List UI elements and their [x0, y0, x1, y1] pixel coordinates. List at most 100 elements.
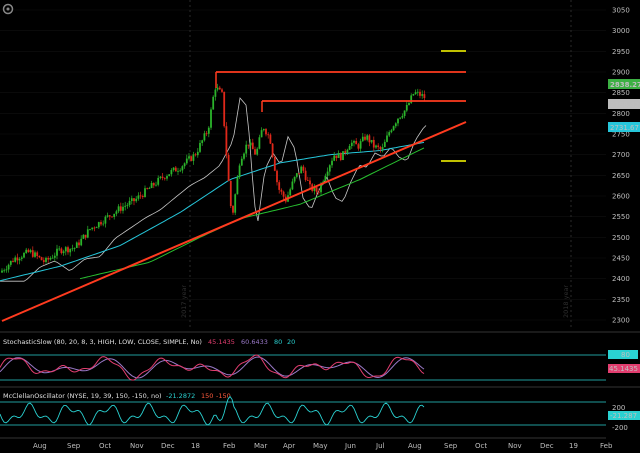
candle-body	[324, 175, 327, 182]
candle-body	[364, 136, 366, 140]
candle-body	[216, 87, 219, 90]
candle-body	[298, 173, 300, 175]
drawing-tools[interactable]	[1, 50, 467, 322]
settings-gear-icon[interactable]	[2, 3, 14, 15]
candle-body	[111, 216, 113, 218]
x-axis-tick: Oct	[475, 442, 487, 450]
candle-body	[117, 206, 120, 212]
candle-body	[229, 180, 232, 206]
mcclellan-value: -21.2872	[166, 392, 195, 400]
rising-trendline[interactable]	[1, 121, 467, 322]
x-axis-tick: Dec	[161, 442, 175, 450]
stochastic-title: StochasticSlow (80, 20, 8, 3, HIGH, LOW,…	[3, 338, 202, 346]
candle-body	[357, 144, 360, 149]
candle-body	[25, 249, 28, 254]
y-axis-tick: 2750	[612, 131, 630, 139]
candle-body	[86, 229, 89, 238]
mcclellan-oscillator-line	[0, 395, 425, 426]
candle-body	[75, 242, 78, 248]
candle-body	[179, 170, 182, 172]
svg-text:2838.27: 2838.27	[610, 81, 640, 89]
candle-body	[280, 189, 283, 192]
candle-body	[201, 140, 204, 143]
mcclellan-panel[interactable]: McClellanOscillator (NYSE, 19, 39, 150, …	[0, 386, 640, 432]
candle-body	[390, 130, 393, 133]
candle-body	[159, 176, 162, 178]
main-price-panel[interactable]: 2017 year 2018 year 3050 3000 2950 2900 2850…	[0, 0, 640, 330]
x-axis-tick: Jun	[344, 442, 356, 450]
x-axis-tick: Feb	[223, 442, 236, 450]
candle-body	[289, 189, 292, 196]
candle-body	[91, 227, 94, 230]
time-axis: Aug Sep Oct Nov Dec 18 Feb Mar Apr May Jun Jul Aug Se…	[0, 437, 613, 450]
candle-body	[368, 135, 371, 143]
candle-body	[58, 248, 61, 250]
candle-body	[7, 264, 10, 270]
candle-body	[291, 181, 294, 190]
candle-body	[295, 173, 298, 177]
candle-body	[247, 144, 250, 146]
svg-text:2788.42: 2788.42	[610, 101, 639, 109]
candle-body	[139, 195, 142, 197]
stochastic-panel[interactable]: StochasticSlow (80, 20, 8, 3, HIGH, LOW,…	[0, 331, 640, 381]
candle-body	[408, 102, 410, 106]
candle-body	[410, 95, 413, 103]
candle-body	[133, 198, 135, 202]
candle-body	[196, 151, 199, 156]
candle-body	[185, 158, 188, 164]
candle-body	[93, 227, 96, 229]
mcc-axis-200: 200	[612, 404, 625, 412]
candle-body	[337, 153, 340, 159]
candle-body	[416, 91, 419, 93]
candle-body	[328, 165, 331, 172]
svg-text:-21.287: -21.287	[610, 412, 637, 420]
candle-body	[113, 213, 116, 218]
candle-body	[234, 194, 237, 213]
x-axis-tick: Aug	[408, 442, 422, 450]
candle-body	[258, 137, 261, 149]
candle-body	[95, 227, 98, 229]
candle-body	[104, 216, 107, 224]
candle-body	[262, 129, 265, 131]
ma-cyan-badge: 2731.67	[608, 122, 640, 132]
ma-cyan-line	[0, 141, 425, 282]
candle-body	[405, 105, 408, 111]
candle-body	[152, 182, 155, 186]
candle-body	[163, 177, 166, 179]
candle-body	[276, 170, 278, 183]
candle-body	[350, 142, 353, 147]
candle-body	[100, 222, 102, 225]
watermark-2018: 2018 year	[562, 285, 570, 318]
candle-body	[31, 250, 34, 257]
candle-body	[414, 92, 417, 95]
candlesticks	[1, 83, 426, 273]
ma-green-line	[79, 147, 425, 280]
candle-body	[212, 96, 215, 110]
candle-body	[18, 258, 21, 261]
candle-body	[40, 257, 43, 261]
moving-averages	[0, 97, 427, 282]
candle-body	[359, 141, 362, 149]
candle-body	[361, 136, 364, 142]
candle-body	[203, 133, 206, 141]
svg-text:2731.67: 2731.67	[610, 124, 639, 132]
candle-body	[137, 195, 140, 199]
candle-body	[375, 145, 377, 148]
candle-body	[199, 142, 201, 152]
candle-body	[419, 91, 421, 96]
candle-body	[60, 248, 63, 254]
x-axis-tick: 18	[191, 442, 200, 450]
candle-body	[392, 126, 395, 131]
price-axis: 3050 3000 2950 2900 2850 2800 2750 2700 2650 2600…	[612, 7, 630, 325]
x-axis-tick: Feb	[600, 442, 613, 450]
stochastic-level-hi: 80	[274, 338, 282, 346]
candle-body	[383, 141, 386, 148]
candle-body	[102, 223, 105, 225]
main-grid	[0, 9, 606, 321]
candle-body	[124, 205, 127, 207]
mcclellan-level-lo: -150	[216, 392, 231, 400]
candle-body	[82, 234, 85, 239]
x-axis-tick: Oct	[99, 442, 111, 450]
candle-body	[238, 165, 241, 178]
